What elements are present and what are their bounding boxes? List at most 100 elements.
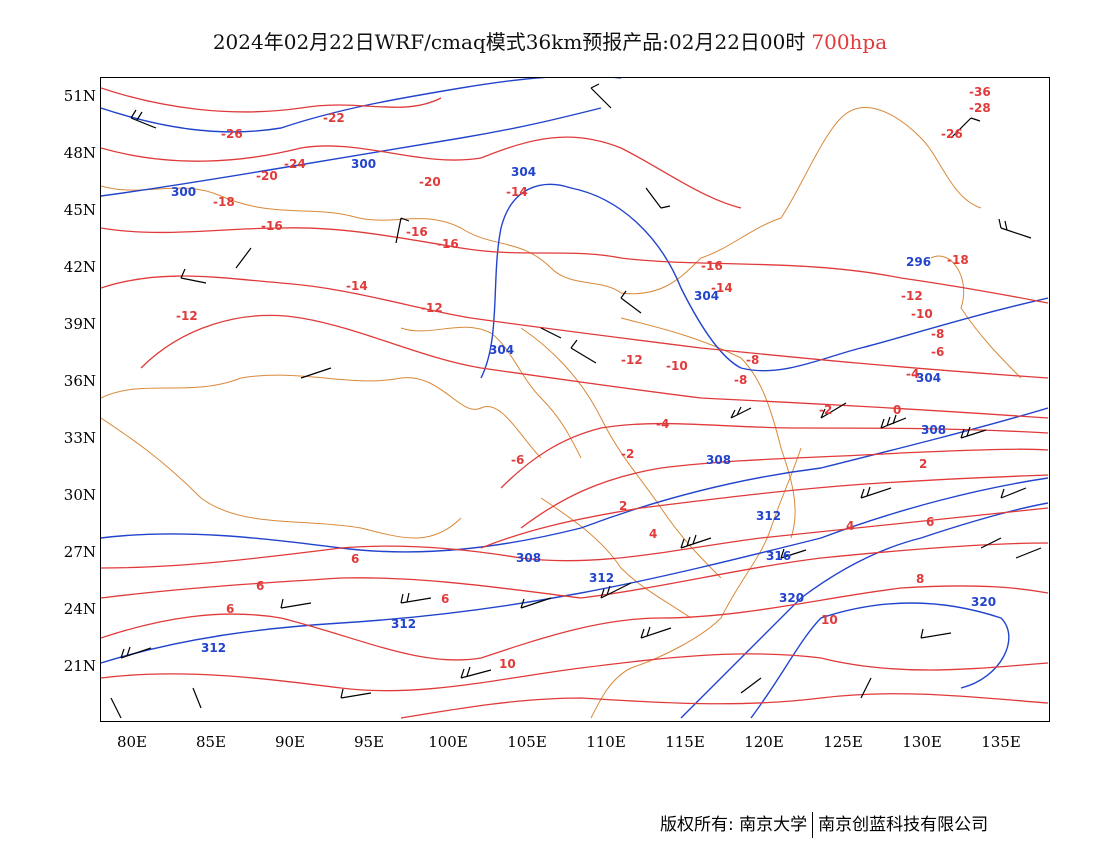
wind-barb [280,598,312,609]
wind-barb [880,414,907,429]
lon-label-80e: 80E [116,733,148,751]
wind-barb [120,646,152,659]
lon-label-90e: 90E [274,733,306,751]
temperature-contours [101,87,1048,719]
wind-barb [680,534,712,549]
lon-label-85e: 85E [195,733,227,751]
wind-barb [730,406,752,419]
lat-label-36n: 36N [63,372,96,390]
wind-barbs [110,83,1042,719]
contour-300 [101,107,602,197]
province-line-1 [400,326,582,459]
wind-barb [740,677,762,694]
contour-304 [480,183,1048,379]
wind-barb [620,290,642,314]
china-border [101,107,982,295]
lat-label-45n: 45N [63,201,96,219]
wind-barb [192,687,202,709]
province-line-4 [620,317,796,539]
wind-barb [820,402,847,419]
wind-barb [590,83,612,109]
lat-label-48n: 48N [63,144,96,162]
province-line-2 [101,417,462,539]
wind-barb [130,109,157,129]
isotherm-8 [480,474,1048,549]
lon-label-105e: 105E [507,733,547,751]
tibet-boundary [101,374,542,459]
korea-japan [930,255,1022,379]
lat-label-51n: 51N [63,87,96,105]
lon-label-100e: 100E [428,733,468,751]
isotherm-2 [101,136,742,209]
lon-label-135e: 135E [981,733,1021,751]
lon-label-125e: 125E [823,733,863,751]
lat-label-24n: 24N [63,600,96,618]
wind-barb [540,327,562,339]
lat-label-21n: 21N [63,657,96,675]
isotherm-3 [101,227,1048,304]
lat-label-27n: 27N [63,543,96,561]
wind-barb [780,548,807,559]
lon-label-115e: 115E [665,733,705,751]
wind-barb [600,582,632,599]
company-name: 南京创蓝科技有限公司 [818,815,989,835]
contour-296 [101,78,621,133]
isotherm-13 [400,693,1048,719]
chart-title: 2024年02月22日WRF/cmaq模式36km预报产品:02月22日00时 7… [0,26,1100,55]
wind-barb [400,592,432,604]
wind-barb [300,367,332,379]
wind-barb [1000,487,1027,499]
wind-barb [395,217,410,244]
lon-label-130e: 130E [902,733,942,751]
title-main: 2024年02月22日WRF/cmaq模式36km预报产品:02月22日00时 [212,30,806,54]
isotherm-7 [520,448,1048,529]
lon-label-120e: 120E [744,733,784,751]
lat-label-30n: 30N [63,486,96,504]
wind-barb [460,666,492,679]
province-line-3 [520,327,722,579]
contour-312 [101,477,1048,664]
weather-map: -36 -28 -26 -26 -24 -22 -20 -20 -18 -18 … [100,77,1050,722]
isotherm-12 [101,653,1048,692]
wind-barb [860,677,872,699]
isotherm-1 [101,87,442,113]
isotherm-4 [101,275,1048,379]
isotherm-5 [140,314,1048,419]
isotherm-9 [101,507,1048,569]
copyright-text: 版权所有: 南京大学 [660,815,808,835]
boundary-lines [101,107,1022,719]
isotherm-11 [101,585,1048,661]
wind-barb [645,187,671,209]
isotherm-6 [500,422,1048,489]
lat-label-39n: 39N [63,315,96,333]
height-contours [101,78,1048,719]
wind-barb [960,426,987,439]
lon-label-95e: 95E [353,733,385,751]
wind-barb [950,117,981,139]
wind-barb [860,486,892,499]
wind-barb [520,597,552,609]
wind-barb [920,628,952,639]
wind-barb [180,268,207,284]
lat-label-33n: 33N [63,429,96,447]
wind-barb [640,626,672,639]
wind-barb [110,697,122,719]
wind-barb [340,688,372,699]
isotherm-10 [101,542,1048,599]
lon-label-110e: 110E [586,733,626,751]
copyright-footer: 版权所有: 南京大学 南京创蓝科技有限公司 [660,810,988,838]
lat-label-42n: 42N [63,258,96,276]
pressure-level: 700hpa [811,30,888,54]
wind-barb [980,537,1002,549]
contour-316 [680,502,1048,719]
footer-divider [812,812,814,838]
wind-barb [235,247,252,269]
coastline [590,447,802,719]
province-line-5 [540,497,692,619]
wind-barb [1015,547,1042,559]
wind-barb [998,218,1032,239]
contour-320 [750,602,1010,719]
contour-308 [101,407,1048,553]
wind-barb [570,339,597,364]
map-canvas [101,78,1048,719]
